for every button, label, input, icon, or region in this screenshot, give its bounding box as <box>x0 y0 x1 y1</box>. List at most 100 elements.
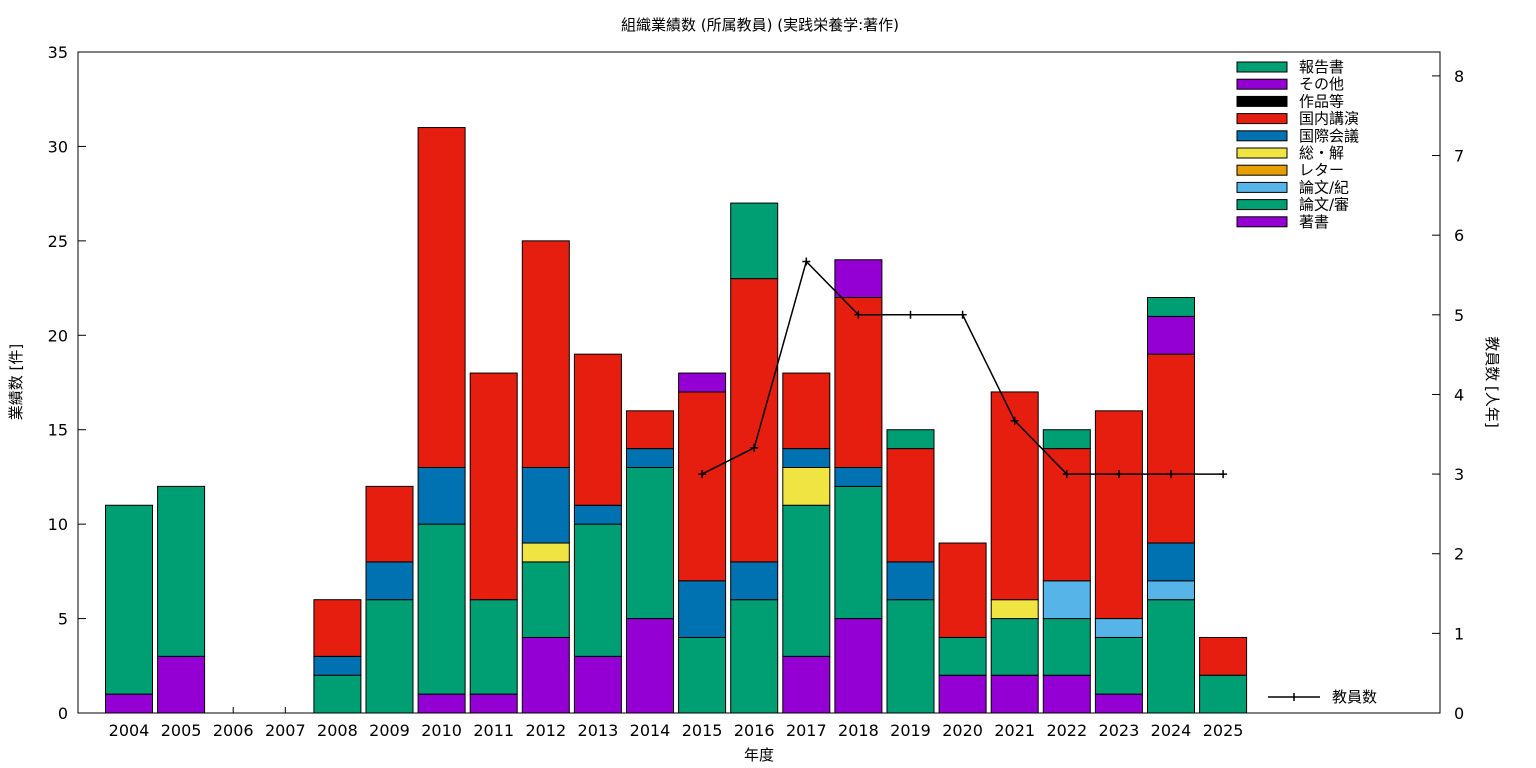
x-tick-label: 2005 <box>161 721 202 740</box>
x-tick-label: 2010 <box>421 721 462 740</box>
bar-segment <box>782 466 831 506</box>
line-point-marker <box>1114 470 1123 479</box>
legend-swatch <box>1236 216 1288 228</box>
bar-segment <box>1042 580 1091 620</box>
line-series-path <box>701 259 1224 475</box>
line-point-marker <box>698 470 707 479</box>
y2-tick-label: 6 <box>1454 226 1464 245</box>
bar-segment <box>573 353 622 506</box>
bar-segment <box>1147 353 1195 544</box>
bar-segment <box>313 674 362 714</box>
bar-segment <box>990 618 1039 676</box>
bar-segment <box>365 599 414 714</box>
x-tick-label: 2016 <box>734 721 775 740</box>
bar-segment <box>313 599 362 657</box>
line-point-marker <box>1062 470 1071 479</box>
bar-segment <box>730 561 779 601</box>
legend-swatch <box>1236 199 1288 211</box>
x-tick-label: 2011 <box>473 721 514 740</box>
bar-segment <box>365 561 414 601</box>
bar-segment <box>626 618 674 714</box>
x-tick-label: 2024 <box>1151 721 1192 740</box>
x-tick-label: 2007 <box>265 721 306 740</box>
bar-segment <box>886 429 935 450</box>
bar-segment <box>678 636 727 714</box>
bar-segment <box>417 466 466 525</box>
bar-segment <box>782 655 831 714</box>
y-tick-label: 10 <box>48 515 68 534</box>
x-tick-label: 2013 <box>578 721 619 740</box>
bar-segment <box>1042 618 1091 676</box>
bar-segment <box>626 448 674 468</box>
bar-segment <box>521 240 570 468</box>
legend-label: 国際会議 <box>1299 127 1359 145</box>
y2-tick-label: 4 <box>1454 385 1464 404</box>
bar-segment <box>1042 429 1091 450</box>
bar-segment <box>886 448 935 563</box>
legend-label: 論文/審 <box>1299 196 1349 214</box>
bar-segment <box>469 693 518 714</box>
bar-segment <box>990 599 1039 620</box>
bar-segment <box>521 636 570 714</box>
x-tick-label: 2006 <box>213 721 254 740</box>
bar-segment <box>1147 542 1195 582</box>
legend-label: 論文/紀 <box>1299 178 1349 196</box>
bar-segment <box>782 504 831 657</box>
legend-label: 報告書 <box>1299 58 1344 76</box>
y-tick-label: 20 <box>48 326 68 345</box>
bar-segment <box>105 693 153 714</box>
x-tick-label: 2017 <box>786 721 827 740</box>
x-tick-label: 2008 <box>317 721 358 740</box>
bar-segment <box>938 674 987 714</box>
x-axis-label: 年度 <box>744 746 774 764</box>
legend-label: レター <box>1299 161 1344 179</box>
line-point-marker <box>958 310 967 319</box>
x-tick-label: 2015 <box>682 721 723 740</box>
bar-segment <box>886 561 935 601</box>
x-tick-label: 2004 <box>109 721 150 740</box>
bar-segment <box>105 504 153 695</box>
legend-label: 教員数 <box>1332 688 1377 706</box>
line-point-marker <box>854 310 863 319</box>
line-point-marker <box>750 443 759 452</box>
bar-segment <box>1042 674 1091 714</box>
y2-tick-label: 1 <box>1454 624 1464 643</box>
legend-label: その他 <box>1299 75 1344 93</box>
bar-segment <box>834 466 883 487</box>
x-tick-label: 2019 <box>890 721 931 740</box>
y-tick-label: 15 <box>48 421 68 440</box>
y2-axis-label: 教員数 [人年] <box>1483 336 1501 427</box>
line-series-group <box>698 257 1228 479</box>
bar-segment <box>1199 636 1248 676</box>
bar-segment <box>834 618 883 714</box>
legend-swatch <box>1236 61 1288 73</box>
bar-segment <box>573 523 622 657</box>
y2-tick-label: 5 <box>1454 306 1464 325</box>
y-tick-label: 0 <box>58 704 68 723</box>
bar-segment <box>1147 297 1195 317</box>
bar-segment <box>1042 448 1091 582</box>
legend-swatch <box>1236 130 1288 142</box>
line-point-marker <box>906 310 915 319</box>
bar-segment <box>990 674 1039 714</box>
bar-segment <box>626 410 674 450</box>
y2-tick-label: 3 <box>1454 465 1464 484</box>
bar-segment <box>1094 693 1143 714</box>
bar-segment <box>1094 618 1143 638</box>
bar-segment <box>1147 580 1195 601</box>
x-tick-label: 2014 <box>630 721 671 740</box>
y-tick-label: 25 <box>48 232 68 251</box>
line-point-marker <box>1010 416 1019 425</box>
bar-segment <box>573 504 622 525</box>
x-tick-label: 2018 <box>838 721 879 740</box>
legend-swatch <box>1236 113 1288 125</box>
bar-segment <box>1199 674 1248 714</box>
x-tick-label: 2020 <box>942 721 983 740</box>
bar-segment <box>157 655 206 714</box>
legend-swatch <box>1236 78 1288 90</box>
bar-segment <box>157 485 206 657</box>
chart-title: 組織業績数 (所属教員) (実践栄養学:著作) <box>621 16 899 34</box>
bar-segment <box>521 561 570 638</box>
x-tick-label: 2025 <box>1203 721 1244 740</box>
